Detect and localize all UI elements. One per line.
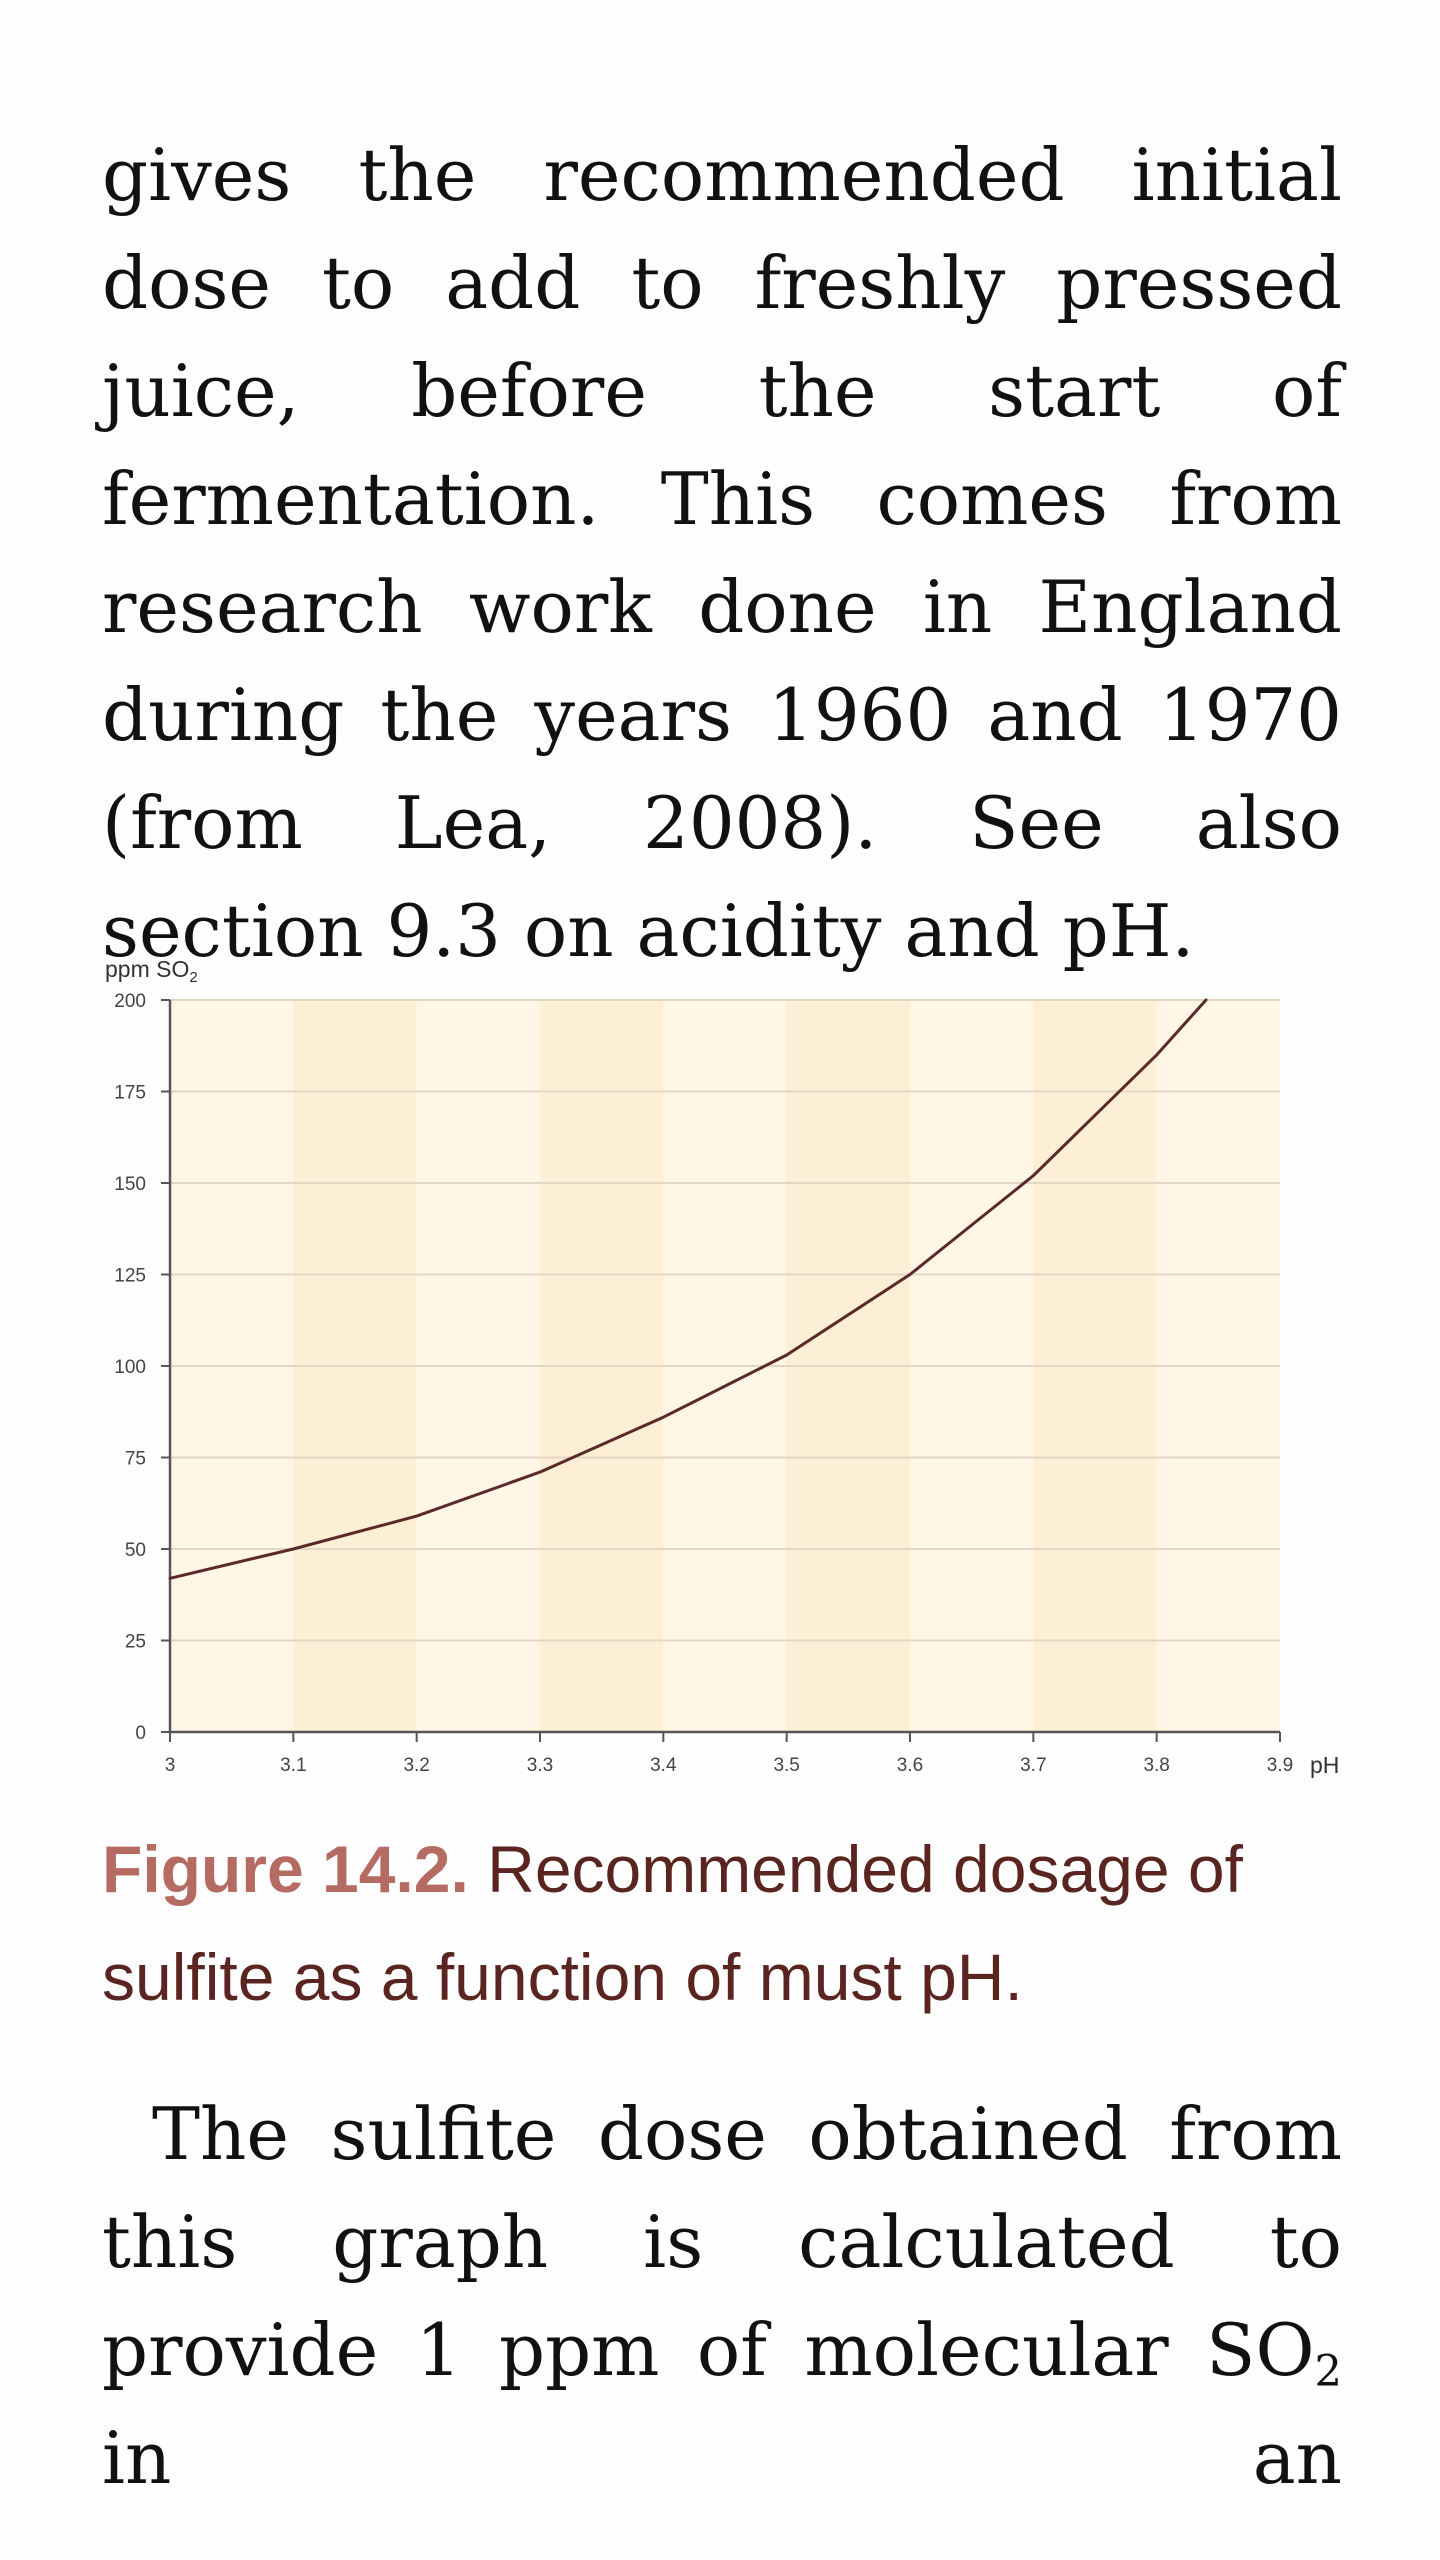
body-paragraph-bottom: The sulfite dose obtained from this grap… (102, 2080, 1342, 2512)
y-tick-label: 125 (114, 1266, 146, 1287)
chart-series (168, 998, 1208, 1580)
chart-axes (161, 999, 1281, 1742)
y-tick-label: 150 (114, 1174, 146, 1195)
y-tick-label: 100 (114, 1357, 146, 1378)
y-tick-label: 50 (125, 1540, 146, 1561)
x-tick-label: 3.9 (1267, 1755, 1293, 1776)
figure-caption-text: Recommended dosage of sulfite as a funct… (102, 1832, 1243, 2014)
x-tick-label: 3.3 (527, 1755, 553, 1776)
chart-svg: 0 25 50 75 100 125 150 175 200 3 3.1 3.2 3.3 3.4 3.5 3.… (105, 956, 1339, 1778)
x-axis-title: pH (1310, 1752, 1339, 1778)
body-paragraph-top: gives the recommended initial dose to ad… (102, 133, 1342, 973)
sulfite-dosage-chart: 0 25 50 75 100 125 150 175 200 3 3.1 3.2 3.3 3.4 3.5 3.… (90, 935, 1370, 1795)
y-tick-label: 0 (135, 1723, 146, 1744)
x-tick-label: 3.5 (773, 1755, 799, 1776)
body-paragraph-bottom-tail: in an (102, 2416, 1342, 2500)
x-tick-label: 3.1 (280, 1755, 306, 1776)
chart-labels: 0 25 50 75 100 125 150 175 200 3 3.1 3.2 3.3 3.4 3.5 3.… (105, 956, 1339, 1778)
y-axis-title: ppm SO2 (105, 956, 198, 986)
y-tick-label: 25 (125, 1632, 146, 1653)
figure-caption: Figure 14.2. Recommended dosage of sulfi… (102, 1815, 1362, 2031)
series-line (168, 998, 1208, 1580)
body-paragraph-bottom-text: The sulfite dose obtained from this grap… (102, 2092, 1342, 2392)
y-tick-label: 75 (125, 1449, 146, 1470)
chart-gridlines (170, 999, 1280, 1642)
figure-label: Figure 14.2. (102, 1832, 469, 1906)
y-tick-label: 175 (114, 1083, 146, 1104)
x-tick-label: 3.7 (1020, 1755, 1046, 1776)
y-tick-label: 200 (114, 991, 146, 1012)
x-tick-label: 3.2 (403, 1755, 429, 1776)
x-tick-label: 3 (165, 1755, 176, 1776)
so2-subscript: 2 (1314, 2346, 1342, 2397)
x-tick-label: 3.8 (1143, 1755, 1169, 1776)
x-tick-label: 3.4 (650, 1755, 677, 1776)
x-tick-label: 3.6 (897, 1755, 923, 1776)
